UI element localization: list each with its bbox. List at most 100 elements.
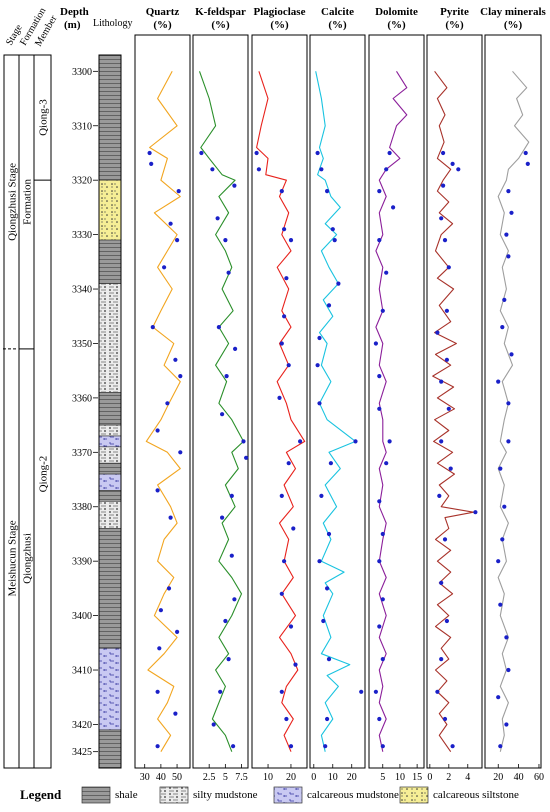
sample-point-k-feldspar	[223, 618, 228, 624]
sample-point-k-feldspar	[231, 744, 236, 749]
depth-axis-unit: (m)	[64, 19, 81, 31]
lithology-interval-silty-mudstone	[98, 446, 122, 464]
sample-point-clay-minerals	[502, 504, 507, 509]
sample-point-calcite	[326, 303, 332, 308]
sample-point-plagioclase	[286, 461, 291, 466]
sample-point-pyrite	[473, 510, 478, 515]
sample-point-quartz	[168, 221, 173, 226]
sample-point-dolomite	[380, 744, 385, 749]
strat-unit-label: Formation	[22, 179, 34, 225]
sample-point-k-feldspar	[224, 374, 229, 379]
sample-point-calcite	[319, 493, 324, 498]
sample-point-plagioclase	[279, 689, 284, 694]
sample-point-clay-minerals	[498, 744, 503, 749]
panel-unit-quartz: (%)	[153, 19, 172, 31]
strat-column-frame	[33, 54, 52, 769]
legend-title: Legend	[20, 787, 62, 802]
panel-calcite: Calcite(%) 0 10 20	[309, 6, 366, 783]
sample-point-pyrite	[435, 330, 440, 335]
panel-unit-k-feldspar: (%)	[211, 19, 230, 31]
sample-point-k-feldspar	[244, 455, 249, 460]
sample-point-pyrite	[435, 689, 440, 694]
x-tick-label-plagioclase: 10	[263, 772, 273, 783]
sample-point-dolomite	[373, 341, 378, 346]
sample-point-k-feldspar	[210, 167, 215, 172]
sample-point-dolomite	[377, 624, 382, 629]
panel-title-clay-minerals: Clay minerals	[480, 6, 546, 18]
x-tick-label-quartz: 40	[156, 772, 166, 783]
sample-point-calcite	[336, 281, 341, 286]
sample-point-clay-minerals	[498, 602, 503, 607]
sample-point-dolomite	[377, 559, 382, 564]
sample-point-pyrite	[444, 308, 449, 313]
sample-point-pyrite	[441, 150, 446, 156]
sample-point-calcite	[353, 439, 358, 444]
sample-point-pyrite	[446, 265, 451, 270]
sample-point-plagioclase	[288, 744, 294, 749]
sample-point-plagioclase	[284, 276, 289, 281]
panel-title-calcite: Calcite	[321, 6, 354, 18]
series-line-plagioclase	[256, 71, 306, 752]
sample-point-k-feldspar	[220, 515, 225, 520]
series-line-quartz	[145, 71, 181, 752]
sample-point-k-feldspar	[241, 439, 246, 444]
sample-point-dolomite	[387, 150, 392, 156]
panel-unit-pyrite: (%)	[445, 19, 464, 31]
sample-point-clay-minerals	[496, 695, 501, 700]
sample-point-calcite	[325, 189, 330, 194]
panel-frame-plagioclase	[251, 34, 308, 769]
panel-dolomite: Dolomite(%) 5 10 15	[368, 6, 425, 783]
sample-point-quartz	[155, 744, 160, 749]
sample-point-plagioclase	[282, 559, 287, 564]
x-tick-label-clay-minerals: 60	[534, 772, 544, 783]
sample-point-dolomite	[380, 531, 385, 537]
panel-title-pyrite: Pyrite	[440, 6, 469, 18]
x-tick-label-calcite: 20	[347, 772, 357, 783]
strat-column-frame	[3, 54, 20, 769]
sample-point-clay-minerals	[504, 722, 509, 727]
sample-point-pyrite	[439, 439, 444, 444]
sample-point-clay-minerals	[506, 189, 511, 194]
sample-point-plagioclase	[279, 493, 284, 498]
depth-tick-label: 3420	[72, 720, 92, 731]
sample-point-plagioclase	[282, 227, 287, 232]
depth-tick-label: 3380	[72, 502, 92, 513]
sample-point-k-feldspar	[211, 722, 216, 727]
lithology-interval-shale	[98, 528, 122, 649]
sample-point-quartz	[149, 161, 154, 166]
sample-point-k-feldspar	[220, 412, 225, 417]
sample-point-dolomite	[377, 238, 382, 243]
sample-point-calcite	[359, 689, 364, 694]
sample-point-pyrite	[450, 161, 455, 166]
sample-point-k-feldspar	[229, 553, 234, 558]
panel-title-quartz: Quartz	[146, 6, 180, 18]
panel-k-feldspar: K-feldspar(%) 2.5 5 7.5	[192, 6, 249, 783]
sample-point-calcite	[315, 363, 320, 368]
sample-point-calcite	[317, 559, 322, 564]
depth-tick-label: 3410	[72, 666, 92, 677]
x-tick-label-pyrite: 4	[465, 772, 470, 783]
sample-point-clay-minerals	[498, 466, 503, 471]
sample-point-clay-minerals	[500, 325, 505, 330]
legend-label-calcareous-siltstone: calcareous siltstone	[433, 789, 519, 801]
sample-point-calcite	[326, 657, 332, 662]
series-line-calcite	[315, 71, 357, 752]
sample-point-quartz	[175, 629, 180, 635]
lithology-interval-calcareous-mudstone	[98, 435, 122, 448]
sample-point-dolomite	[377, 406, 382, 411]
sample-point-dolomite	[384, 270, 389, 275]
sample-point-calcite	[330, 227, 335, 232]
legend-label-calcareous-mudstone: calcareous mudstone	[307, 789, 399, 801]
lithology-interval-shale	[98, 729, 122, 769]
depth-tick-label: 3400	[72, 611, 92, 622]
sample-point-clay-minerals	[500, 537, 505, 542]
sample-point-quartz	[150, 325, 155, 330]
sample-point-quartz	[176, 189, 181, 194]
sample-point-pyrite	[448, 466, 453, 471]
sample-point-calcite	[321, 618, 326, 624]
panel-unit-plagioclase: (%)	[270, 19, 289, 31]
sample-point-k-feldspar	[223, 238, 228, 243]
sample-point-dolomite	[373, 689, 378, 694]
sample-point-quartz	[168, 515, 173, 520]
